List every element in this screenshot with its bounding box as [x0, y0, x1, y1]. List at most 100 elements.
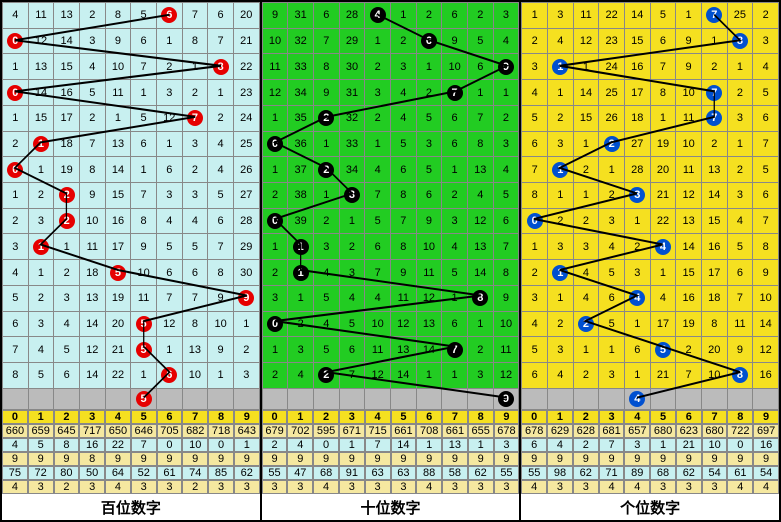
cell: 2	[442, 183, 468, 209]
label-ge: 个位数字	[521, 494, 779, 520]
stat-cell: 7	[442, 410, 468, 424]
cell: 4	[156, 208, 182, 234]
cell: 5	[156, 234, 182, 260]
cell: 1	[262, 234, 288, 260]
stat-cell: 63	[365, 466, 391, 480]
cell: 30	[233, 260, 259, 286]
stat-row: 6606596457176506467056827186436797025956…	[2, 424, 779, 438]
stat-cell: 58	[442, 466, 468, 480]
cell: 38	[288, 183, 314, 209]
cell: 2	[599, 183, 625, 209]
cell: 28	[624, 157, 650, 183]
cell	[522, 388, 548, 410]
stat-cell: 61	[157, 466, 183, 480]
cell: 11	[416, 260, 442, 286]
cell	[233, 388, 259, 410]
stat-cell: 660	[2, 424, 28, 438]
stat-cell: 1	[287, 410, 313, 424]
cell: 14	[79, 311, 105, 337]
stat-cell: 7	[131, 438, 157, 452]
cell: 12	[416, 285, 442, 311]
cell: 5	[131, 337, 157, 363]
cell: 7	[156, 285, 182, 311]
cell: 14	[467, 260, 493, 286]
stat-cell: 4	[2, 438, 28, 452]
cell: 12	[156, 311, 182, 337]
stat-cell: 3	[442, 480, 468, 494]
cell: 9	[208, 285, 234, 311]
trend-panels: 4111328567620012143961872111315410721822…	[2, 2, 779, 410]
cell: 2	[416, 80, 442, 106]
cell: 1	[548, 183, 574, 209]
stat-cell: 10	[702, 438, 728, 452]
stat-cell: 5	[131, 410, 157, 424]
cell: 15	[573, 105, 599, 131]
panel-ge: 1311221451725224122315691833112416792144…	[521, 2, 779, 410]
cell: 2	[262, 260, 288, 286]
ball: 4	[629, 290, 645, 306]
ball: 0	[7, 33, 23, 49]
cell: 2	[313, 157, 339, 183]
stat-cell: 2	[54, 410, 80, 424]
cell: 2	[79, 105, 105, 131]
cell: 8	[753, 234, 779, 260]
ball: 1	[552, 59, 568, 75]
stat-cell: 5	[391, 410, 417, 424]
cell: 9	[416, 208, 442, 234]
cell: 1	[28, 157, 54, 183]
cell: 2	[365, 105, 391, 131]
cell: 35	[288, 105, 314, 131]
cell: 27	[233, 183, 259, 209]
cell	[28, 388, 54, 410]
cell: 9	[676, 54, 702, 80]
stat-cell: 4	[105, 410, 131, 424]
stat-cell: 2	[573, 410, 599, 424]
cell: 12	[365, 363, 391, 389]
cell: 1	[131, 80, 157, 106]
stat-cell: 3	[599, 410, 625, 424]
stat-row: 7572805064526174856255476891636388586255…	[2, 466, 779, 480]
cell: 14	[28, 80, 54, 106]
stat-cell: 9	[702, 452, 728, 466]
cell: 4	[208, 157, 234, 183]
cell: 1	[624, 311, 650, 337]
cell: 18	[79, 260, 105, 286]
stat-cell: 55	[521, 466, 547, 480]
cell: 10	[753, 285, 779, 311]
cell: 7	[701, 3, 727, 29]
cell: 1	[156, 337, 182, 363]
cell: 4	[54, 311, 80, 337]
stat-cell: 3	[650, 480, 676, 494]
cell: 1	[208, 80, 234, 106]
cell: 10	[79, 208, 105, 234]
stat-cell: 74	[182, 466, 208, 480]
cell: 1	[522, 234, 548, 260]
stat-cell: 595	[313, 424, 339, 438]
cell: 20	[233, 3, 259, 29]
cell: 8	[493, 260, 519, 286]
cell: 3	[599, 208, 625, 234]
stat-cell: 9	[131, 452, 157, 466]
stat-cell: 3	[208, 480, 234, 494]
cell: 6	[156, 260, 182, 286]
ball: 2	[578, 316, 594, 332]
ball: 2	[604, 136, 620, 152]
cell: 9	[105, 28, 131, 54]
cell: 2	[624, 234, 650, 260]
stat-cell: 1	[468, 438, 494, 452]
cell: 9	[493, 285, 519, 311]
stat-cell: 3	[494, 438, 520, 452]
cell: 7	[365, 183, 391, 209]
cell: 16	[105, 208, 131, 234]
cell	[390, 388, 416, 410]
cell: 17	[650, 311, 676, 337]
ball: 0	[267, 136, 283, 152]
stat-cell: 61	[727, 466, 753, 480]
stat-cell: 1	[234, 438, 260, 452]
cell: 4	[753, 54, 779, 80]
cell: 4	[365, 3, 391, 29]
cell: 2	[28, 285, 54, 311]
cell: 1	[548, 157, 574, 183]
cell: 3	[79, 28, 105, 54]
cell: 11	[79, 234, 105, 260]
